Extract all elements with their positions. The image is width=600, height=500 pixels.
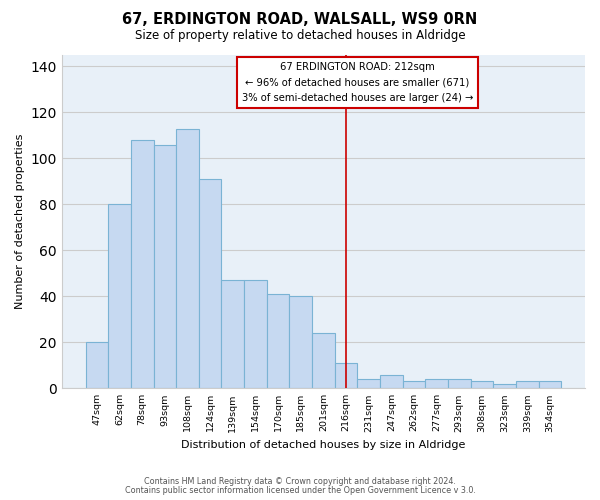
X-axis label: Distribution of detached houses by size in Aldridge: Distribution of detached houses by size … [181, 440, 466, 450]
Bar [267, 294, 289, 388]
Bar [493, 384, 516, 388]
Y-axis label: Number of detached properties: Number of detached properties [15, 134, 25, 310]
Text: Contains public sector information licensed under the Open Government Licence v : Contains public sector information licen… [125, 486, 475, 495]
Text: 67, ERDINGTON ROAD, WALSALL, WS9 0RN: 67, ERDINGTON ROAD, WALSALL, WS9 0RN [122, 12, 478, 28]
Text: Size of property relative to detached houses in Aldridge: Size of property relative to detached ho… [134, 29, 466, 42]
Bar [358, 379, 380, 388]
Bar [448, 379, 470, 388]
Text: 67 ERDINGTON ROAD: 212sqm
← 96% of detached houses are smaller (671)
3% of semi-: 67 ERDINGTON ROAD: 212sqm ← 96% of detac… [242, 62, 473, 103]
Bar [403, 382, 425, 388]
Bar [221, 280, 244, 388]
Bar [425, 379, 448, 388]
Bar [154, 144, 176, 388]
Bar [380, 374, 403, 388]
Bar [335, 363, 358, 388]
Bar [312, 333, 335, 388]
Bar [176, 128, 199, 388]
Bar [289, 296, 312, 388]
Bar [470, 382, 493, 388]
Bar [244, 280, 267, 388]
Text: Contains HM Land Registry data © Crown copyright and database right 2024.: Contains HM Land Registry data © Crown c… [144, 477, 456, 486]
Bar [108, 204, 131, 388]
Bar [516, 382, 539, 388]
Bar [199, 179, 221, 388]
Bar [86, 342, 108, 388]
Bar [539, 382, 561, 388]
Bar [131, 140, 154, 388]
